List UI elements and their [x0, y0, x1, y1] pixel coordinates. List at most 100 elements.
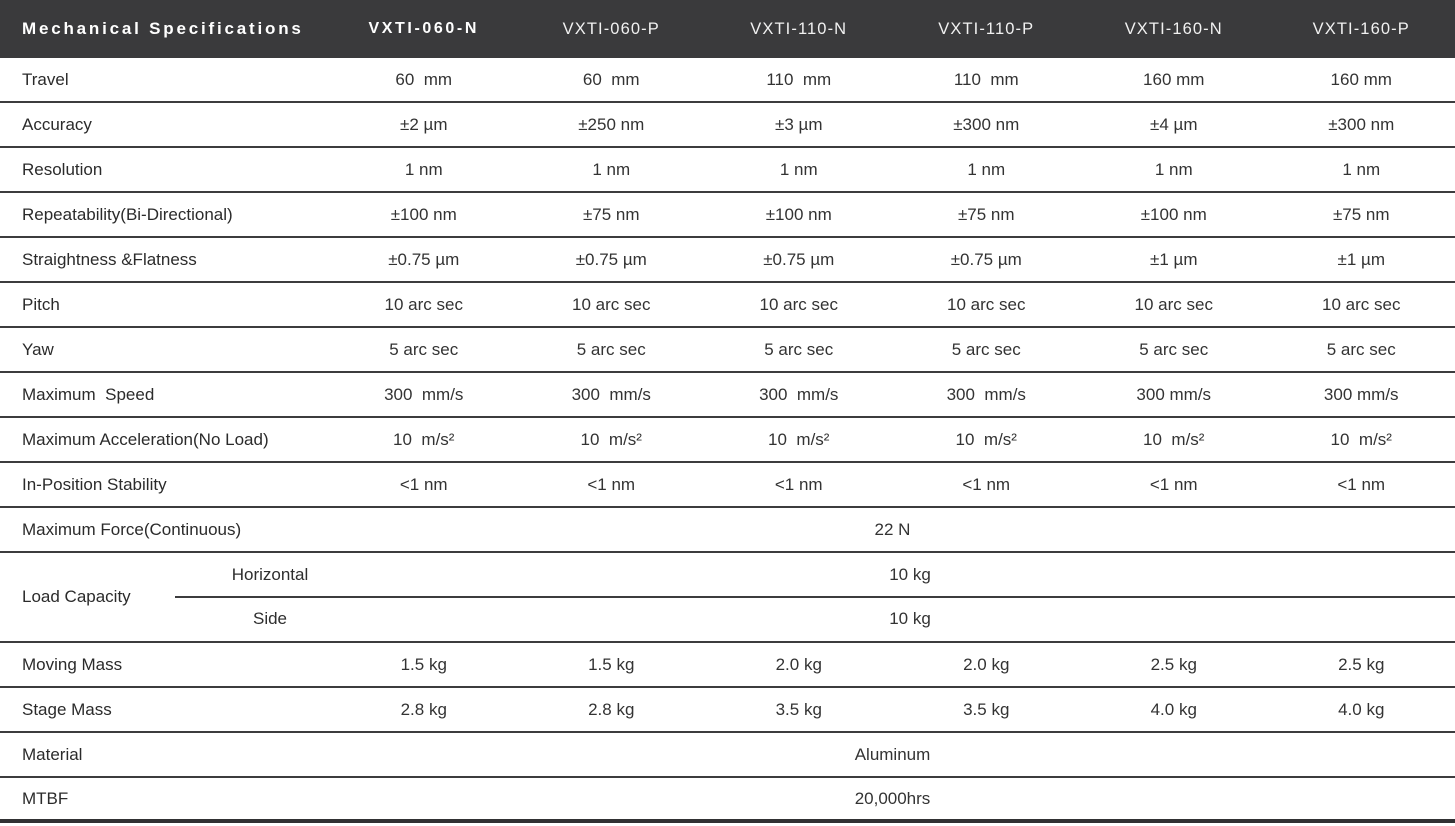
spec-value: ±300 nm — [1328, 114, 1395, 134]
spec-value-span: Aluminum — [854, 744, 931, 764]
spec-value: 10 arc sec — [1134, 294, 1213, 314]
spec-value: ±3 µm — [775, 114, 823, 134]
spec-value: 300 mm/s — [384, 384, 464, 404]
row-label: In-Position Stability — [22, 474, 167, 494]
row-label: Straightness &Flatness — [22, 249, 197, 269]
spec-row-in-position-stability: In-Position Stability <1 nm <1 nm <1 nm … — [0, 463, 1455, 508]
spec-value: 1 nm — [1154, 159, 1193, 179]
sub-row-label-side: Side — [252, 609, 288, 628]
column-header-vxti-160-p: VXTI-160-P — [1312, 19, 1410, 38]
spec-value: 10 arc sec — [947, 294, 1026, 314]
spec-value: 1.5 kg — [588, 654, 635, 674]
spec-value: 300 mm/s — [1323, 384, 1399, 404]
spec-value: 10 arc sec — [572, 294, 651, 314]
spec-value: 110 mm — [766, 69, 832, 89]
row-label: Resolution — [22, 159, 103, 179]
spec-value: 5 arc sec — [764, 339, 834, 359]
spec-value: ±0.75 µm — [575, 249, 647, 269]
spec-value: 1 nm — [1342, 159, 1381, 179]
spec-value: 110 mm — [953, 69, 1019, 89]
spec-value: ±75 nm — [1332, 204, 1390, 224]
spec-value-span: 10 kg — [889, 565, 931, 584]
spec-value: 1 nm — [967, 159, 1006, 179]
spec-row-load-capacity: Load Capacity Horizontal 10 kg Side 10 k… — [0, 553, 1455, 643]
spec-value: 10 arc sec — [1322, 294, 1401, 314]
spec-value: <1 nm — [774, 474, 823, 494]
table-title: Mechanical Specifications — [22, 19, 304, 38]
spec-row-maximum-speed: Maximum Speed 300 mm/s 300 mm/s 300 mm/s… — [0, 373, 1455, 418]
row-label: Stage Mass — [22, 699, 112, 719]
spec-value: 10 arc sec — [384, 294, 463, 314]
row-label: Maximum Force(Continuous) — [22, 519, 242, 539]
row-label: MTBF — [22, 788, 69, 808]
spec-value: 300 mm/s — [1136, 384, 1212, 404]
spec-value: <1 nm — [587, 474, 636, 494]
spec-value: 10 m/s² — [1143, 429, 1205, 449]
spec-value: 2.0 kg — [963, 654, 1010, 674]
spec-value: <1 nm — [1337, 474, 1386, 494]
spec-value: 10 m/s² — [580, 429, 642, 449]
spec-row-repeatability: Repeatability(Bi-Directional) ±100 nm ±7… — [0, 193, 1455, 238]
spec-row-maximum-force: Maximum Force(Continuous) 22 N — [0, 508, 1455, 553]
spec-value: 5 arc sec — [1326, 339, 1396, 359]
spec-row-maximum-acceleration: Maximum Acceleration(No Load) 10 m/s² 10… — [0, 418, 1455, 463]
spec-value: 10 m/s² — [1330, 429, 1392, 449]
spec-row-accuracy: Accuracy ±2 µm ±250 nm ±3 µm ±300 nm ±4 … — [0, 103, 1455, 148]
sub-row-divider — [175, 596, 1455, 598]
spec-value: ±4 µm — [1150, 114, 1198, 134]
spec-value: ±75 nm — [582, 204, 640, 224]
row-label: Travel — [22, 69, 69, 89]
row-label: Repeatability(Bi-Directional) — [22, 204, 233, 224]
spec-value: ±250 nm — [578, 114, 645, 134]
spec-row-mtbf: MTBF 20,000hrs — [0, 778, 1455, 823]
spec-value: 3.5 kg — [963, 699, 1010, 719]
spec-value: ±2 µm — [400, 114, 448, 134]
spec-value: 2.0 kg — [775, 654, 822, 674]
row-label: Maximum Speed — [22, 384, 155, 404]
spec-value: <1 nm — [962, 474, 1011, 494]
spec-value: 300 mm/s — [759, 384, 839, 404]
spec-value: 1 nm — [779, 159, 818, 179]
row-label: Yaw — [22, 339, 54, 359]
spec-value: 3.5 kg — [775, 699, 822, 719]
spec-row-yaw: Yaw 5 arc sec 5 arc sec 5 arc sec 5 arc … — [0, 328, 1455, 373]
spec-value: <1 nm — [399, 474, 448, 494]
spec-value-span: 22 N — [874, 519, 911, 539]
spec-row-straightness-flatness: Straightness &Flatness ±0.75 µm ±0.75 µm… — [0, 238, 1455, 283]
spec-value: ±100 nm — [390, 204, 457, 224]
spec-row-moving-mass: Moving Mass 1.5 kg 1.5 kg 2.0 kg 2.0 kg … — [0, 643, 1455, 688]
spec-value: ±1 µm — [1150, 249, 1198, 269]
spec-value: 10 m/s² — [768, 429, 830, 449]
spec-value: 2.8 kg — [588, 699, 635, 719]
spec-value: 2.5 kg — [1150, 654, 1197, 674]
spec-value: ±0.75 µm — [388, 249, 460, 269]
spec-value: ±100 nm — [765, 204, 832, 224]
spec-value: ±75 nm — [957, 204, 1015, 224]
spec-value: 300 mm/s — [571, 384, 651, 404]
spec-value: <1 nm — [1149, 474, 1198, 494]
spec-row-pitch: Pitch 10 arc sec 10 arc sec 10 arc sec 1… — [0, 283, 1455, 328]
spec-value: ±1 µm — [1337, 249, 1385, 269]
sub-row-label-horizontal: Horizontal — [231, 565, 309, 584]
spec-value: ±100 nm — [1140, 204, 1207, 224]
spec-value: ±0.75 µm — [950, 249, 1022, 269]
spec-value-span: 20,000hrs — [854, 788, 931, 808]
spec-value: 5 arc sec — [1139, 339, 1209, 359]
spec-value: 1 nm — [592, 159, 631, 179]
spec-value: 300 mm/s — [946, 384, 1026, 404]
column-header-vxti-110-p: VXTI-110-P — [938, 19, 1035, 38]
spec-value: 4.0 kg — [1338, 699, 1385, 719]
spec-value: 4.0 kg — [1150, 699, 1197, 719]
spec-value: 60 mm — [395, 69, 453, 89]
spec-value: 5 arc sec — [951, 339, 1021, 359]
table-header: Mechanical Specifications VXTI-060-N VXT… — [0, 0, 1455, 58]
spec-value: 10 m/s² — [955, 429, 1017, 449]
column-header-vxti-110-n: VXTI-110-N — [750, 19, 848, 38]
table-body: Travel 60 mm 60 mm 110 mm 110 mm 160 mm … — [0, 58, 1455, 823]
row-label: Material — [22, 744, 83, 764]
spec-value-span: 10 kg — [889, 609, 931, 628]
spec-value: 160 mm — [1143, 69, 1205, 89]
spec-row-travel: Travel 60 mm 60 mm 110 mm 110 mm 160 mm … — [0, 58, 1455, 103]
spec-value: 10 arc sec — [759, 294, 838, 314]
